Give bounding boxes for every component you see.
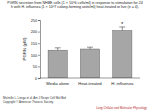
plot-area	[48, 27, 132, 78]
x-tick: H. influenza	[111, 81, 134, 86]
publisher: Lung Cellular and Molecular Physiology	[96, 106, 147, 110]
y-axis: 0 50 100 150 200 250	[31, 19, 41, 81]
y-tick-label: 50	[33, 65, 37, 69]
x-tick: Heat-treated	[78, 81, 102, 86]
y-tick-label: 250	[31, 19, 37, 23]
error-stem	[90, 47, 91, 49]
error-cap	[87, 47, 93, 48]
x-tick: Media alone	[46, 81, 69, 86]
y-tick-label: 200	[31, 30, 37, 34]
y-tick-mark	[38, 32, 40, 33]
error-bar	[119, 27, 125, 30]
y-tick-label: 0	[35, 77, 37, 81]
y-tick-label: 150	[31, 42, 37, 46]
y-tick: 150	[31, 42, 40, 46]
y-tick: 50	[33, 65, 40, 69]
y-axis-line	[38, 21, 41, 79]
y-tick: 100	[31, 54, 40, 58]
x-tick-label: Media alone	[46, 81, 69, 86]
x-tick-label: H. influenza	[111, 81, 134, 86]
y-tick-mark	[38, 78, 40, 79]
y-tick: 200	[31, 30, 40, 34]
y-tick: 0	[35, 77, 40, 81]
title-line: h with H. influenza (1 × 10^7 colony-for…	[11, 5, 139, 9]
y-tick-label: 100	[31, 54, 37, 58]
y-tick-mark	[38, 20, 40, 21]
error-cap	[55, 47, 61, 48]
error-bar	[87, 47, 93, 49]
error-bar	[55, 48, 61, 50]
error-stem	[57, 48, 58, 50]
x-axis: Media alone Heat-treated H. influenza	[40, 78, 140, 86]
y-axis-title: PGRN (pM)	[22, 37, 27, 60]
y-tick: 250	[31, 19, 40, 23]
bar	[80, 49, 99, 78]
x-axis-line	[40, 78, 140, 79]
x-tick-label: Heat-treated	[78, 81, 102, 86]
y-tick-mark	[38, 43, 40, 44]
bar	[113, 30, 132, 78]
error-stem	[122, 27, 123, 30]
annotation: *	[121, 21, 124, 27]
title: PGRN secretion from NHBE cells (1 × 10^6…	[7, 1, 142, 9]
y-tick-mark	[38, 55, 40, 56]
y-tick-mark	[38, 66, 40, 67]
chart: PGRN secretion from NHBE cells (1 × 10^6…	[0, 0, 150, 112]
footer: Copyright © American Thoracic Society	[3, 100, 54, 104]
bar	[48, 50, 67, 78]
